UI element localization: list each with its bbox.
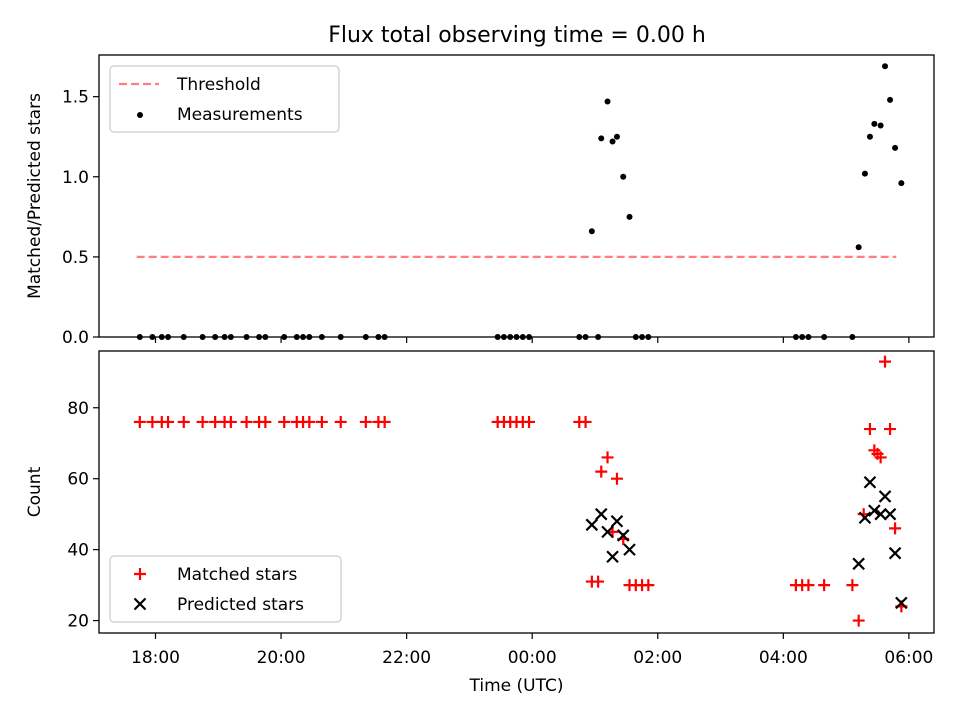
measurement-point	[877, 122, 884, 129]
matched-star-point	[259, 415, 272, 428]
predicted-star-point	[606, 550, 619, 564]
x-tick-label: 06:00	[884, 648, 933, 668]
legend: Matched stars Predicted stars	[109, 555, 342, 623]
predicted-star-point	[610, 514, 624, 528]
axes-frame	[98, 54, 935, 338]
predicted-star-point	[585, 518, 599, 532]
matched-star-point	[303, 415, 316, 428]
y-tick-label: 0.0	[62, 328, 89, 348]
legend-box	[109, 65, 340, 133]
y-tick-label: 80	[67, 399, 89, 419]
matched-star-point	[334, 415, 347, 428]
matched-star-point	[889, 522, 902, 535]
y-tick-label: 60	[67, 470, 89, 490]
matched-star-point	[278, 415, 291, 428]
measurement-point	[882, 63, 889, 70]
measurement-point	[898, 180, 905, 187]
matched-star-point	[162, 415, 175, 428]
x-tick-label: 04:00	[759, 648, 808, 668]
y-axis-label: Count	[25, 466, 45, 517]
legend-label: Matched stars	[177, 565, 297, 585]
legend-predicted-marker	[133, 597, 147, 611]
measurement-point	[887, 96, 894, 103]
predicted-star-point	[878, 490, 892, 503]
axes-frame	[98, 350, 935, 634]
x-axis-label: Time (UTC)	[469, 676, 564, 696]
matched-star-point	[359, 415, 372, 428]
matched-star-point	[846, 579, 859, 592]
matched-star-point	[802, 579, 815, 592]
matched-star-point	[595, 465, 608, 478]
matched-star-point	[224, 415, 237, 428]
y-tick-label: 40	[67, 541, 89, 561]
legend-label: Measurements	[177, 105, 303, 125]
predicted-star-point	[623, 543, 636, 556]
measurement-point	[871, 120, 878, 127]
legend-label: Predicted stars	[177, 595, 304, 615]
measurement-point	[626, 213, 633, 220]
y-tick-label: 1.0	[62, 168, 89, 188]
measurement-point	[613, 133, 620, 140]
measurement-point	[604, 98, 611, 105]
y-axis-label: Matched/Predicted stars	[25, 93, 45, 299]
measurement-point	[588, 228, 595, 235]
measurement-point	[598, 135, 605, 142]
measurement-point	[892, 144, 899, 151]
predicted-star-point	[594, 507, 608, 521]
matched-star-point	[852, 614, 865, 627]
predicted-star-point	[883, 507, 897, 521]
matched-star-point	[315, 415, 328, 428]
matched-star-point	[177, 415, 190, 428]
legend-box	[109, 555, 342, 623]
legend-label: Threshold	[176, 75, 261, 95]
predicted-star-point	[888, 546, 902, 560]
predicted-star-point	[601, 525, 614, 539]
predicted-star-point	[858, 511, 872, 524]
matched-star-point	[523, 415, 536, 428]
predicted-star-point	[895, 596, 908, 610]
x-tick-label: 02:00	[633, 648, 682, 668]
y-tick-label: 1.5	[62, 88, 89, 108]
matched-star-point	[874, 451, 887, 464]
matched-star-point	[879, 355, 892, 368]
predicted-star-point	[852, 557, 865, 571]
matched-star-point	[133, 415, 146, 428]
matched-star-point	[196, 415, 209, 428]
matched-star-point	[863, 423, 876, 436]
x-tick-label: 18:00	[131, 648, 180, 668]
measurement-point	[620, 173, 627, 180]
matched-star-point	[579, 415, 592, 428]
legend: Threshold Measurements	[109, 65, 340, 133]
bottom-panel: 20 40 60 80 18:00 20:00 22:00 00:00 02:00 04:00 06…	[25, 350, 935, 696]
predicted-star-point	[874, 507, 887, 521]
y-tick-label: 20	[67, 612, 89, 632]
figure-title: Flux total observing time = 0.00 h	[328, 23, 706, 48]
x-tick-label: 20:00	[257, 648, 306, 668]
matched-star-point	[610, 472, 623, 485]
y-tick-label: 0.5	[62, 248, 89, 268]
matched-star-point	[601, 451, 614, 464]
matched-star-point	[884, 423, 897, 436]
legend-matched-marker	[134, 568, 146, 580]
predicted-star-point	[863, 475, 877, 489]
matched-star-point	[592, 575, 605, 588]
matched-star-point	[240, 415, 253, 428]
measurement-point	[861, 170, 868, 177]
predicted-star-point	[616, 529, 630, 542]
measurement-point	[855, 244, 862, 251]
measurement-point	[866, 133, 873, 140]
top-panel: 0.0 0.5 1.0 1.5 Matched/Predicted stars Thres…	[25, 54, 935, 348]
predicted-star-point	[868, 504, 881, 517]
matched-star-point	[642, 579, 655, 592]
matched-star-point	[818, 579, 831, 592]
measurement-point	[609, 138, 616, 145]
x-tick-label: 00:00	[508, 648, 557, 668]
matched-star-point	[378, 415, 391, 428]
x-tick-label: 22:00	[382, 648, 431, 668]
legend-measurement-marker	[137, 112, 143, 118]
